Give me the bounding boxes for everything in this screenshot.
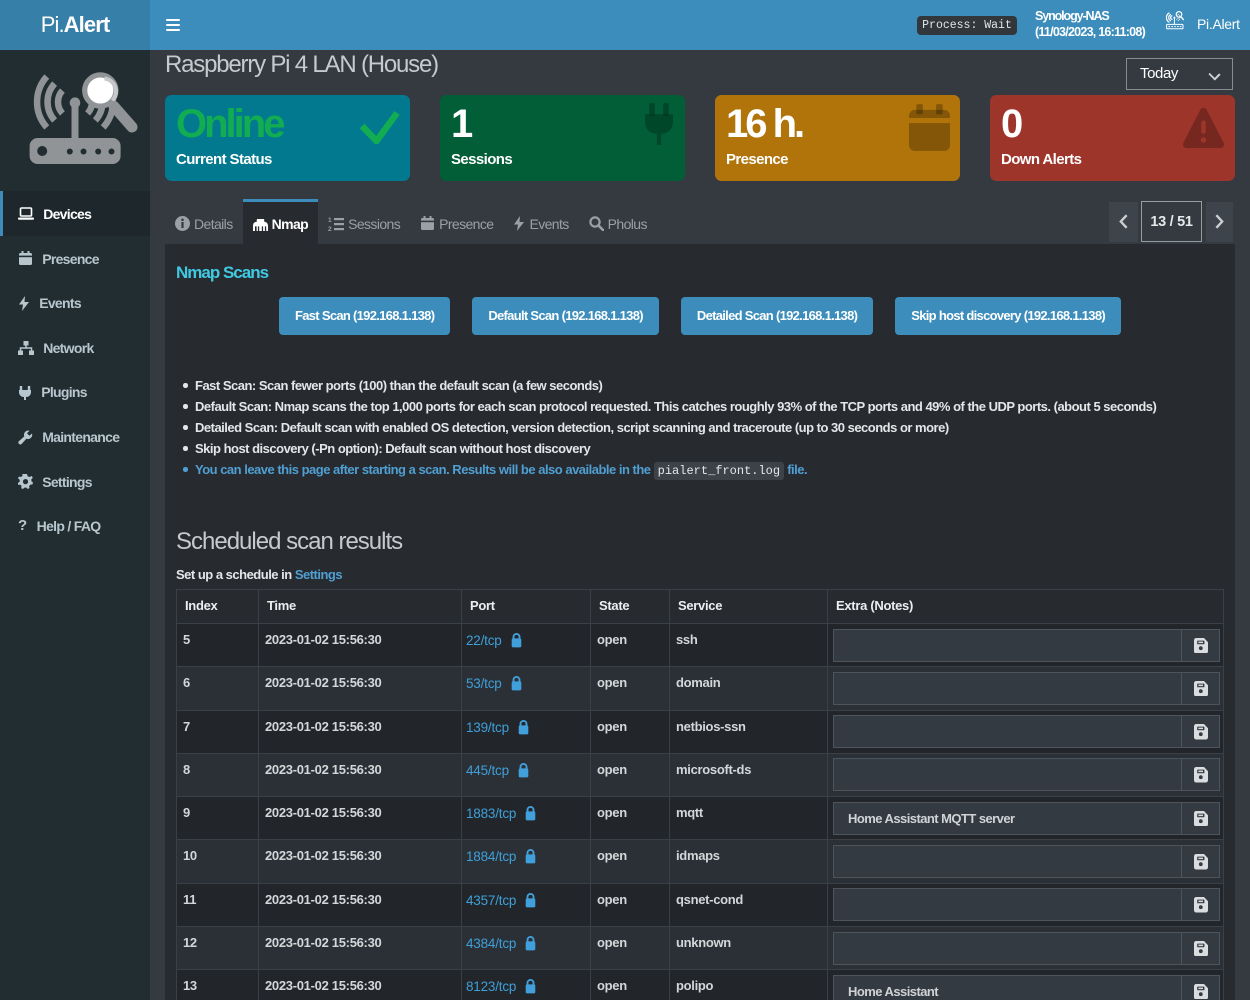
svg-text:2: 2 [328, 226, 332, 231]
svg-text:1: 1 [328, 217, 332, 224]
